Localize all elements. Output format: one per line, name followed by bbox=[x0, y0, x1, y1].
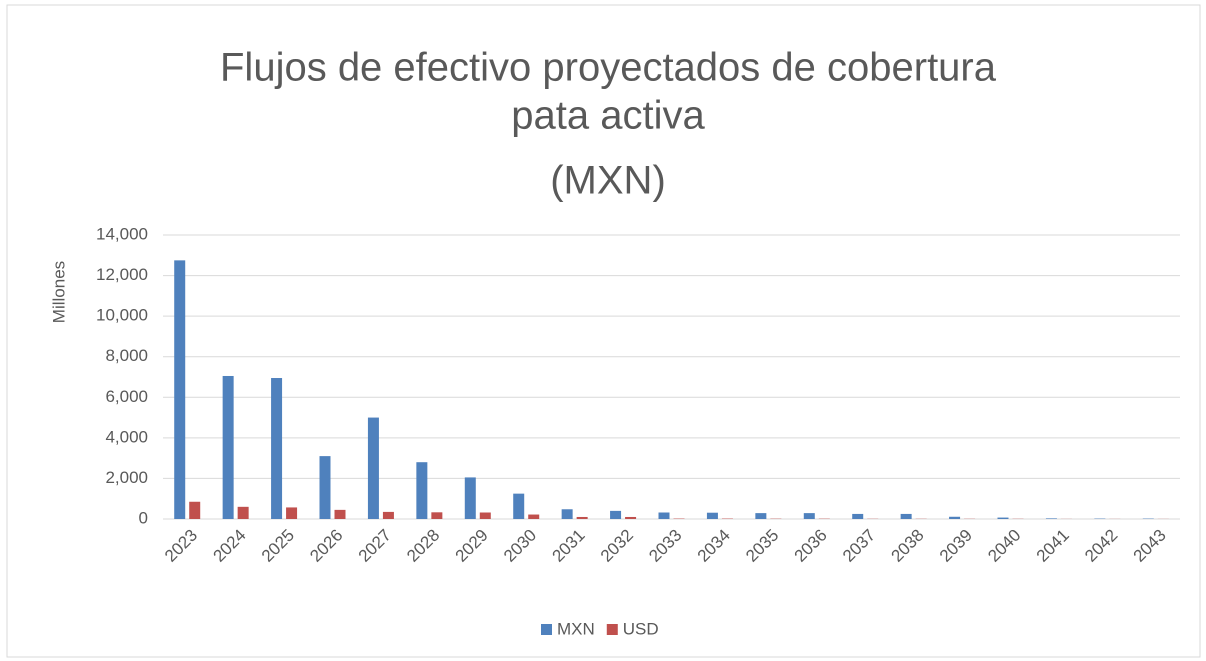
legend-label: MXN bbox=[557, 619, 595, 638]
bar bbox=[431, 512, 443, 519]
bar bbox=[334, 509, 346, 519]
y-tick-label: 14,000 bbox=[96, 224, 148, 243]
bar bbox=[271, 378, 283, 519]
chart-title: pata activa bbox=[511, 94, 705, 138]
bar bbox=[561, 509, 573, 519]
y-tick-label: 10,000 bbox=[96, 306, 148, 325]
y-axis-label: Millones bbox=[49, 261, 68, 323]
bar bbox=[949, 516, 961, 519]
bar bbox=[755, 513, 767, 519]
bar bbox=[479, 512, 491, 519]
bar bbox=[286, 507, 298, 519]
bar bbox=[416, 462, 428, 519]
y-tick-label: 6,000 bbox=[105, 387, 148, 406]
y-tick-label: 4,000 bbox=[105, 427, 148, 446]
bar bbox=[625, 516, 637, 519]
y-tick-label: 0 bbox=[139, 508, 148, 527]
bar bbox=[706, 512, 718, 519]
bar bbox=[1045, 518, 1057, 519]
chart-title: (MXN) bbox=[550, 159, 666, 203]
bar bbox=[237, 506, 249, 519]
chart-border bbox=[6, 4, 1201, 658]
bar bbox=[528, 514, 540, 519]
bar bbox=[382, 511, 394, 519]
bar bbox=[900, 513, 912, 519]
legend-swatch bbox=[606, 624, 618, 635]
chart-title: Flujos de efectivo proyectados de cobert… bbox=[220, 46, 997, 90]
legend-swatch bbox=[541, 624, 552, 635]
bar bbox=[803, 513, 815, 519]
bar bbox=[189, 501, 201, 519]
bar bbox=[576, 516, 588, 519]
legend-label: USD bbox=[623, 619, 659, 638]
y-tick-label: 12,000 bbox=[96, 265, 148, 284]
y-tick-label: 8,000 bbox=[105, 346, 148, 365]
y-tick-label: 2,000 bbox=[105, 468, 148, 487]
bar bbox=[610, 510, 622, 519]
bar bbox=[658, 512, 670, 519]
bar bbox=[513, 493, 525, 519]
bar bbox=[464, 477, 476, 519]
bar bbox=[852, 513, 864, 519]
bar bbox=[222, 375, 234, 519]
bar bbox=[319, 456, 331, 519]
bar bbox=[367, 417, 379, 519]
bar bbox=[997, 517, 1009, 519]
bar bbox=[174, 260, 186, 519]
